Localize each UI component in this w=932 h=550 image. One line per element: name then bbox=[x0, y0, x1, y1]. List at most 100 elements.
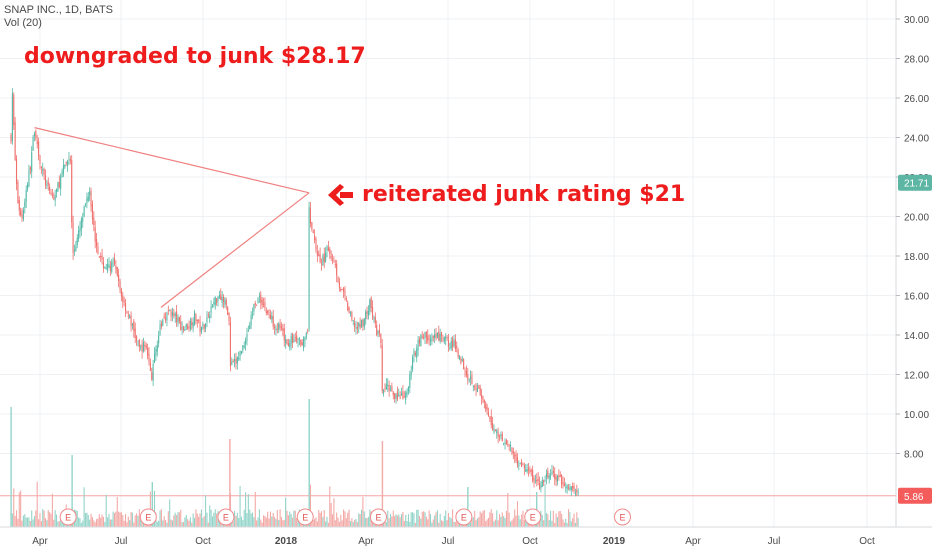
volume-bar bbox=[268, 518, 270, 527]
volume-bar bbox=[406, 520, 408, 527]
volume-bar bbox=[551, 520, 553, 527]
volume-bar bbox=[122, 515, 124, 527]
candle-body bbox=[338, 282, 340, 288]
volume-bar bbox=[412, 512, 414, 527]
candle-body bbox=[271, 315, 273, 320]
volume-bar bbox=[322, 517, 324, 527]
volume-bar bbox=[15, 510, 18, 527]
candle-body bbox=[383, 390, 385, 394]
volume-bar bbox=[494, 519, 496, 527]
volume-bar bbox=[565, 518, 567, 527]
candle-body bbox=[572, 485, 574, 489]
candle-body bbox=[493, 428, 495, 433]
candle-body bbox=[550, 475, 552, 477]
volume-bar bbox=[389, 513, 392, 527]
candle-body bbox=[541, 480, 543, 487]
price-axis[interactable]: 8.0010.0012.0014.0016.0018.0020.0022.002… bbox=[0, 0, 932, 528]
volume-bar bbox=[98, 514, 100, 527]
candle-body bbox=[340, 289, 342, 291]
volume-bar bbox=[118, 511, 120, 527]
volume-bar bbox=[319, 512, 321, 527]
candle-body bbox=[412, 357, 414, 370]
candle-body bbox=[209, 315, 211, 319]
candle-body bbox=[384, 387, 386, 390]
candle-body bbox=[562, 481, 564, 485]
volume-bar bbox=[522, 510, 524, 527]
earnings-marker[interactable]: E bbox=[524, 508, 542, 526]
candle-body bbox=[71, 160, 73, 223]
time-axis[interactable]: Apr Jul Oct 2018 Apr Jul Oct 2019 Apr Jul Oct bbox=[32, 536, 875, 547]
candle-body bbox=[464, 370, 466, 372]
trendline[interactable] bbox=[160, 192, 310, 308]
volume-bar bbox=[28, 517, 30, 527]
trendline[interactable] bbox=[34, 127, 310, 194]
candle-body bbox=[356, 326, 358, 329]
candle-body bbox=[261, 299, 263, 306]
volume-bar bbox=[174, 512, 176, 527]
volume-bar bbox=[341, 520, 343, 527]
volume-legend[interactable]: Vol (20) bbox=[4, 17, 42, 29]
earnings-marker[interactable]: E bbox=[296, 508, 314, 526]
volume-bar bbox=[137, 515, 139, 527]
volume-bar bbox=[57, 521, 59, 527]
earnings-marker[interactable]: E bbox=[217, 508, 235, 526]
candle-body bbox=[320, 263, 323, 265]
candle-body bbox=[337, 277, 339, 282]
candle-body bbox=[159, 324, 161, 335]
candle-body bbox=[134, 328, 136, 338]
candle-body bbox=[283, 328, 285, 341]
volume-bar bbox=[558, 511, 560, 527]
candle-body bbox=[472, 385, 474, 387]
candle-body bbox=[137, 340, 139, 342]
earnings-marker[interactable]: E bbox=[614, 508, 632, 526]
candle-body bbox=[496, 429, 498, 434]
candle-body bbox=[485, 403, 487, 410]
candle-body bbox=[82, 217, 84, 222]
candle-body bbox=[439, 333, 441, 342]
volume-bar bbox=[414, 522, 416, 527]
earnings-marker[interactable]: E bbox=[369, 508, 387, 526]
candle-body bbox=[54, 195, 56, 201]
x-tick-label: Apr bbox=[685, 536, 701, 547]
candle-body bbox=[391, 386, 393, 392]
volume-bar bbox=[200, 509, 202, 527]
volume-bar bbox=[188, 520, 190, 527]
symbol-title[interactable]: SNAP INC., 1D, BATS bbox=[4, 4, 114, 16]
volume-bar bbox=[254, 491, 256, 527]
volume-bar bbox=[60, 517, 62, 527]
candle-body bbox=[521, 461, 523, 467]
volume-bar bbox=[559, 510, 561, 527]
candle-body bbox=[33, 133, 36, 137]
volume-bar bbox=[211, 516, 214, 527]
volume-bar bbox=[349, 521, 352, 527]
volume-bar bbox=[475, 520, 477, 527]
price-badge: 5.86 bbox=[898, 487, 932, 504]
volume-bar bbox=[173, 515, 175, 527]
earnings-marker[interactable]: E bbox=[59, 508, 77, 526]
candle-body bbox=[123, 301, 125, 303]
candle-body bbox=[47, 181, 49, 185]
x-tick-label: Jul bbox=[768, 536, 781, 547]
candle-body bbox=[347, 302, 349, 310]
volume-bar bbox=[214, 509, 216, 527]
volume-bar bbox=[181, 522, 183, 527]
candle-body bbox=[276, 329, 278, 330]
earnings-marker[interactable]: E bbox=[139, 508, 157, 526]
svg-text:21.71: 21.71 bbox=[904, 179, 929, 190]
candle-body bbox=[387, 384, 389, 386]
candle-body bbox=[434, 334, 436, 338]
volume-bar bbox=[36, 481, 38, 527]
candle-body bbox=[97, 246, 99, 254]
volume-bar bbox=[441, 520, 443, 527]
trendlines bbox=[34, 127, 310, 308]
candle-body bbox=[409, 374, 411, 388]
candle-body bbox=[31, 152, 33, 173]
volume-bar bbox=[76, 510, 78, 527]
earnings-marker[interactable]: E bbox=[455, 508, 473, 526]
candle-body bbox=[334, 264, 336, 266]
volume-bar bbox=[250, 513, 252, 527]
candle-body bbox=[94, 227, 96, 242]
volume-bar bbox=[86, 512, 88, 527]
y-tick-label: 26.00 bbox=[904, 94, 929, 105]
